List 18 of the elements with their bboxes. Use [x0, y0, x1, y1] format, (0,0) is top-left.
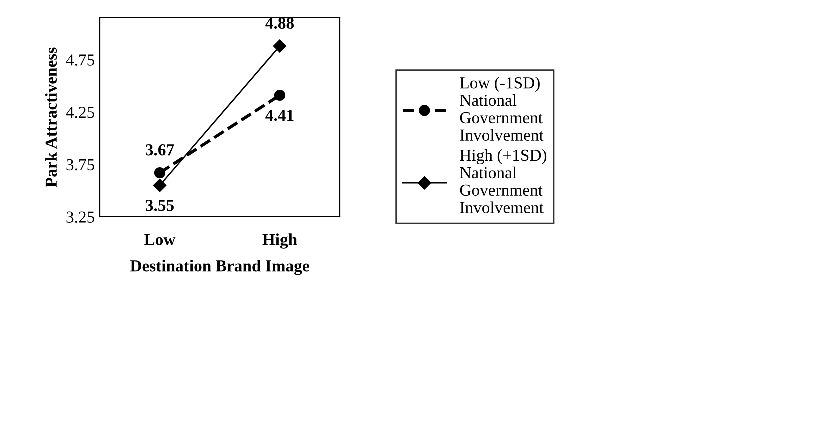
point: [273, 40, 287, 53]
x-axis-title: Destination Brand Image: [130, 260, 310, 276]
y-tick-label: 3.75: [66, 159, 94, 171]
point: [153, 178, 167, 192]
y-tick-label: 3.25: [66, 212, 94, 224]
y-tick-label: 4.25: [66, 107, 94, 118]
y-axis-title: Park Attractiveness: [45, 48, 58, 188]
data-label: 4.88: [266, 18, 294, 30]
x-tick-label: Low: [144, 234, 176, 246]
y-tick-label: 4.75: [66, 54, 94, 66]
data-label: 3.55: [146, 200, 174, 212]
legend-label: High (+1SD) National Government Involvement: [460, 149, 547, 214]
point: [274, 90, 286, 102]
legend-label: Low (-1SD) National Government Involvement: [460, 77, 544, 142]
point: [154, 167, 166, 179]
data-label: 4.41: [266, 110, 294, 122]
x-tick-label: High: [262, 234, 298, 249]
data-label: 3.67: [146, 144, 174, 156]
